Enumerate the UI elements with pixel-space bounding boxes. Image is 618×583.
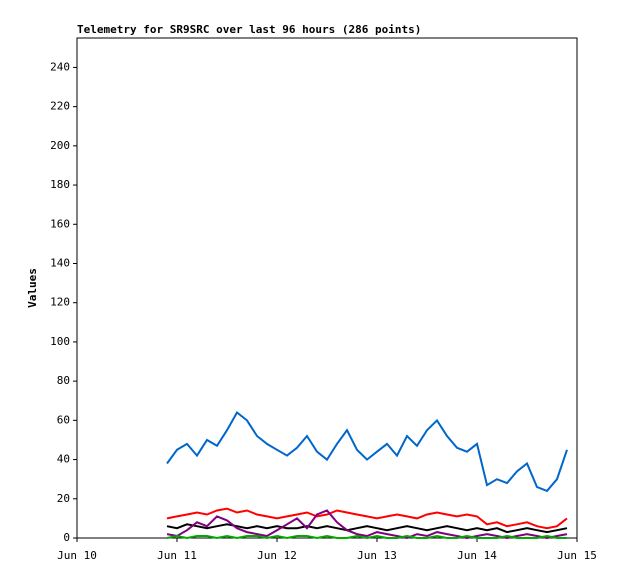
y-tick-label: 40 <box>57 453 70 466</box>
x-tick-label: Jun 15 <box>557 549 597 562</box>
series-line <box>166 534 567 540</box>
y-tick-label: 220 <box>50 100 70 113</box>
plot-frame <box>76 37 578 539</box>
y-tick-label: 100 <box>50 335 70 348</box>
x-tick-label: Jun 12 <box>257 549 297 562</box>
y-axis-label: Values <box>26 268 39 308</box>
y-tick-label: 80 <box>57 374 70 387</box>
x-tick-label: Jun 11 <box>157 549 197 562</box>
y-tick-label: 160 <box>50 217 70 230</box>
series-line <box>166 507 568 530</box>
chart-title: Telemetry for SR9SRC over last 96 hours … <box>77 23 421 36</box>
y-tick-label: 240 <box>50 60 70 73</box>
y-tick-label: 200 <box>50 139 70 152</box>
y-tick-label: 60 <box>57 413 70 426</box>
y-tick-label: 20 <box>57 492 70 505</box>
x-tick-label: Jun 14 <box>457 549 497 562</box>
x-tick-label: Jun 10 <box>57 549 97 562</box>
y-tick-label: 120 <box>50 296 70 309</box>
y-tick-label: 140 <box>50 256 70 269</box>
y-tick-label: 180 <box>50 178 70 191</box>
series-line <box>166 410 568 493</box>
x-tick-label: Jun 13 <box>357 549 397 562</box>
y-tick-label: 0 <box>63 531 70 544</box>
